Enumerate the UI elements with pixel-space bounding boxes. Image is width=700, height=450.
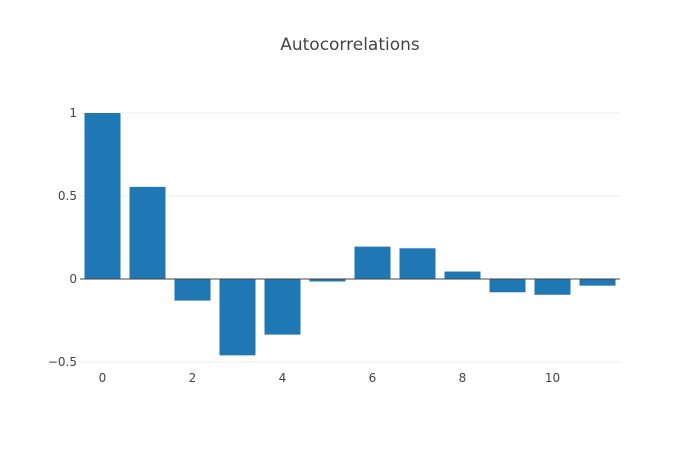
bar-lag-5[interactable] xyxy=(309,279,346,282)
bar-lag-0[interactable] xyxy=(84,113,121,279)
bar-lag-6[interactable] xyxy=(354,246,391,279)
x-tick-label: 8 xyxy=(459,371,467,385)
x-tick-label: 2 xyxy=(189,371,197,385)
y-grid xyxy=(80,112,620,363)
chart-title: Autocorrelations xyxy=(280,35,420,55)
y-tick-label: 1 xyxy=(69,106,77,120)
bar-lag-11[interactable] xyxy=(579,279,616,286)
y-tick-labels: −0.5 0 0.5 1 xyxy=(48,106,77,369)
y-tick-label: 0.5 xyxy=(58,189,77,203)
bars xyxy=(84,113,616,356)
x-tick-label: 6 xyxy=(369,371,377,385)
x-tick-labels: 0 2 4 6 8 10 xyxy=(99,371,560,385)
bar-lag-4[interactable] xyxy=(264,279,301,335)
bar-lag-3[interactable] xyxy=(219,279,256,356)
x-tick-label: 10 xyxy=(545,371,560,385)
y-tick-label: 0 xyxy=(69,272,77,286)
x-tick-label: 0 xyxy=(99,371,107,385)
bar-lag-8[interactable] xyxy=(444,271,481,279)
bar-lag-10[interactable] xyxy=(534,279,571,295)
x-tick-label: 4 xyxy=(279,371,287,385)
y-tick-label: −0.5 xyxy=(48,355,77,369)
bar-lag-9[interactable] xyxy=(489,279,526,293)
bar-lag-2[interactable] xyxy=(174,279,211,301)
bar-lag-7[interactable] xyxy=(399,248,436,279)
bar-lag-1[interactable] xyxy=(129,186,166,279)
